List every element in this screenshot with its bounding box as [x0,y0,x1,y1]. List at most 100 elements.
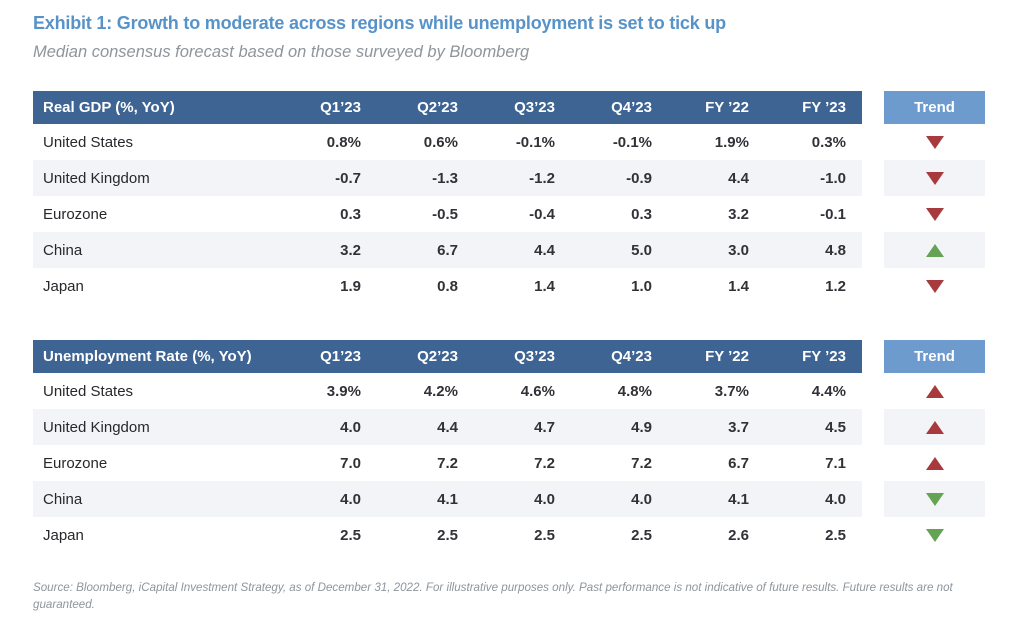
value-cell: -1.2 [474,160,571,196]
region-cell: United States [43,133,134,151]
value-cell: 7.2 [437,454,458,472]
region-cell: China [33,232,280,268]
trend-cell [884,409,985,445]
value-cell: 4.0 [280,481,377,517]
trend-header: Trend [884,91,985,124]
value-cell: 0.8% [326,133,361,151]
gdp-header-row: Real GDP (%, YoY) Q1’23 Q2’23 Q3’23 Q4’2… [33,91,862,124]
value-cell: -1.0 [765,160,862,196]
trend-cell [884,196,985,232]
region-cell: United States [43,382,134,400]
value-cell: 1.9 [340,277,361,295]
trend-cell [884,160,985,196]
value-cell: 1.2 [825,277,846,295]
region-cell: Eurozone [43,454,108,472]
value-cell: 4.6% [520,382,555,400]
table-row: China 4.0 4.1 4.0 4.0 4.1 4.0 [33,481,862,517]
table-row: Eurozone 7.0 7.2 7.2 7.2 6.7 7.1 [33,445,862,481]
trend-icon [925,528,944,542]
value-cell: -0.4 [529,205,555,223]
trend-cell [884,445,985,481]
trend-icon [925,420,944,434]
column-header: Q4’23 [571,340,668,373]
gdp-table-title: Real GDP (%, YoY) [33,91,280,124]
trend-cell [884,124,985,160]
value-cell: 4.7 [474,409,571,445]
region-cell: Japan [43,526,84,544]
value-cell: 4.9 [571,409,668,445]
column-header: Q3’23 [474,340,571,373]
exhibit-title: Exhibit 1: Growth to moderate across reg… [33,13,726,33]
value-cell: 4.8 [765,232,862,268]
value-cell: 4.0 [280,409,377,445]
value-cell: 7.1 [825,454,846,472]
trend-cell [884,373,985,409]
trend-cell [884,268,985,304]
value-cell: 4.1 [668,481,765,517]
source-note: Source: Bloomberg, iCapital Investment S… [33,581,953,611]
value-cell: 3.0 [668,232,765,268]
value-cell: 7.2 [631,454,652,472]
value-cell: 0.3 [340,205,361,223]
value-cell: 1.9% [714,133,749,151]
table-row: United Kingdom 4.0 4.4 4.7 4.9 3.7 4.5 [33,409,862,445]
trend-column: Trend [884,91,985,304]
value-cell: -1.3 [377,160,474,196]
value-cell: 2.5 [631,526,652,544]
region-cell: United Kingdom [33,160,280,196]
unemployment-table-title: Unemployment Rate (%, YoY) [33,340,280,373]
value-cell: 3.2 [728,205,749,223]
exhibit-subtitle: Median consensus forecast based on those… [33,43,530,61]
value-cell: 6.7 [377,232,474,268]
unemployment-table-section: Unemployment Rate (%, YoY) Q1’23 Q2’23 Q… [33,340,1024,553]
trend-cell [884,481,985,517]
value-cell: 1.4 [534,277,555,295]
value-cell: -0.9 [571,160,668,196]
value-cell: 1.0 [631,277,652,295]
value-cell: -0.1% [515,133,555,151]
trend-icon [925,384,944,398]
value-cell: 0.6% [423,133,458,151]
table-row: Eurozone 0.3 -0.5 -0.4 0.3 3.2 -0.1 [33,196,862,232]
region-cell: United Kingdom [33,409,280,445]
trend-cell [884,517,985,553]
value-cell: 3.7 [668,409,765,445]
column-header: Q4’23 [571,91,668,124]
value-cell: 4.4 [377,409,474,445]
value-cell: 2.5 [534,526,555,544]
region-cell: Japan [43,277,84,295]
gdp-table-section: Real GDP (%, YoY) Q1’23 Q2’23 Q3’23 Q4’2… [33,91,1024,304]
value-cell: -0.1% [612,133,652,151]
value-cell: 2.5 [437,526,458,544]
trend-column: Trend [884,340,985,553]
table-row: United Kingdom -0.7 -1.3 -1.2 -0.9 4.4 -… [33,160,862,196]
value-cell: -0.7 [280,160,377,196]
column-header: Q1’23 [280,91,377,124]
trend-icon [925,207,944,221]
value-cell: 7.0 [340,454,361,472]
value-cell: 6.7 [728,454,749,472]
value-cell: 3.9% [326,382,361,400]
value-cell: 4.0 [571,481,668,517]
trend-icon [925,171,944,185]
trend-icon [925,279,944,293]
value-cell: 4.2% [423,382,458,400]
value-cell: 2.6 [728,526,749,544]
column-header: FY ’23 [765,340,862,373]
value-cell: -0.5 [432,205,458,223]
value-cell: 4.4 [474,232,571,268]
trend-header: Trend [884,340,985,373]
gdp-table: Real GDP (%, YoY) Q1’23 Q2’23 Q3’23 Q4’2… [33,91,862,304]
column-header: Q1’23 [280,340,377,373]
trend-icon [925,492,944,506]
column-header: Q2’23 [377,91,474,124]
value-cell: 7.2 [534,454,555,472]
column-header: FY ’22 [668,91,765,124]
value-cell: 4.8% [617,382,652,400]
value-cell: 5.0 [571,232,668,268]
table-row: Japan 1.9 0.8 1.4 1.0 1.4 1.2 [33,268,862,304]
value-cell: 4.0 [474,481,571,517]
value-cell: 0.8 [437,277,458,295]
value-cell: 4.4% [811,382,846,400]
